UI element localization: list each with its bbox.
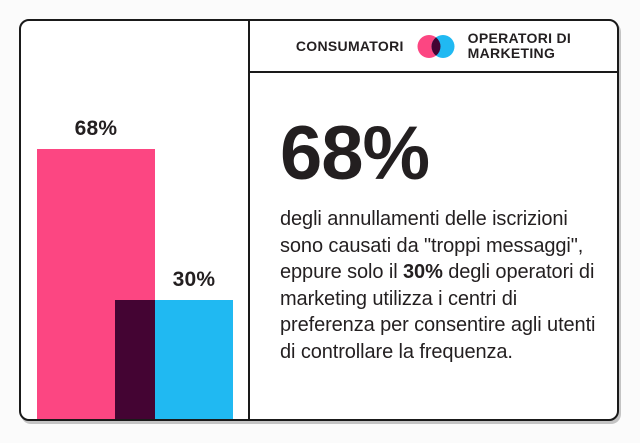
- infographic-card: 68% 30% CONSUMATORI OPERATORI DI MARKETI…: [19, 19, 619, 421]
- bar-value-label-marketers: 30%: [172, 268, 216, 291]
- bar-value-label-consumers: 68%: [74, 117, 118, 140]
- text-panel: CONSUMATORI OPERATORI DI MARKETING 68% d…: [250, 21, 617, 419]
- bar-overlap-intersection: [115, 300, 155, 419]
- stat-headline: 68%: [280, 111, 430, 196]
- legend-consumers-label: CONSUMATORI: [295, 38, 404, 54]
- chart-panel: 68% 30%: [21, 21, 250, 419]
- legend-marketers-label: OPERATORI DI MARKETING: [467, 29, 572, 61]
- stat-paragraph: degli annullamenti delle iscrizioni sono…: [280, 208, 596, 363]
- venn-overlap-icon: [417, 34, 455, 59]
- legend-header: CONSUMATORI OPERATORI DI MARKETING: [250, 21, 617, 73]
- stat-content: 68% degli annullamenti delle iscrizioni …: [250, 73, 617, 365]
- legend-marketers-line1: OPERATORI DI: [467, 29, 572, 46]
- legend-marketers-line2: MARKETING: [467, 45, 556, 61]
